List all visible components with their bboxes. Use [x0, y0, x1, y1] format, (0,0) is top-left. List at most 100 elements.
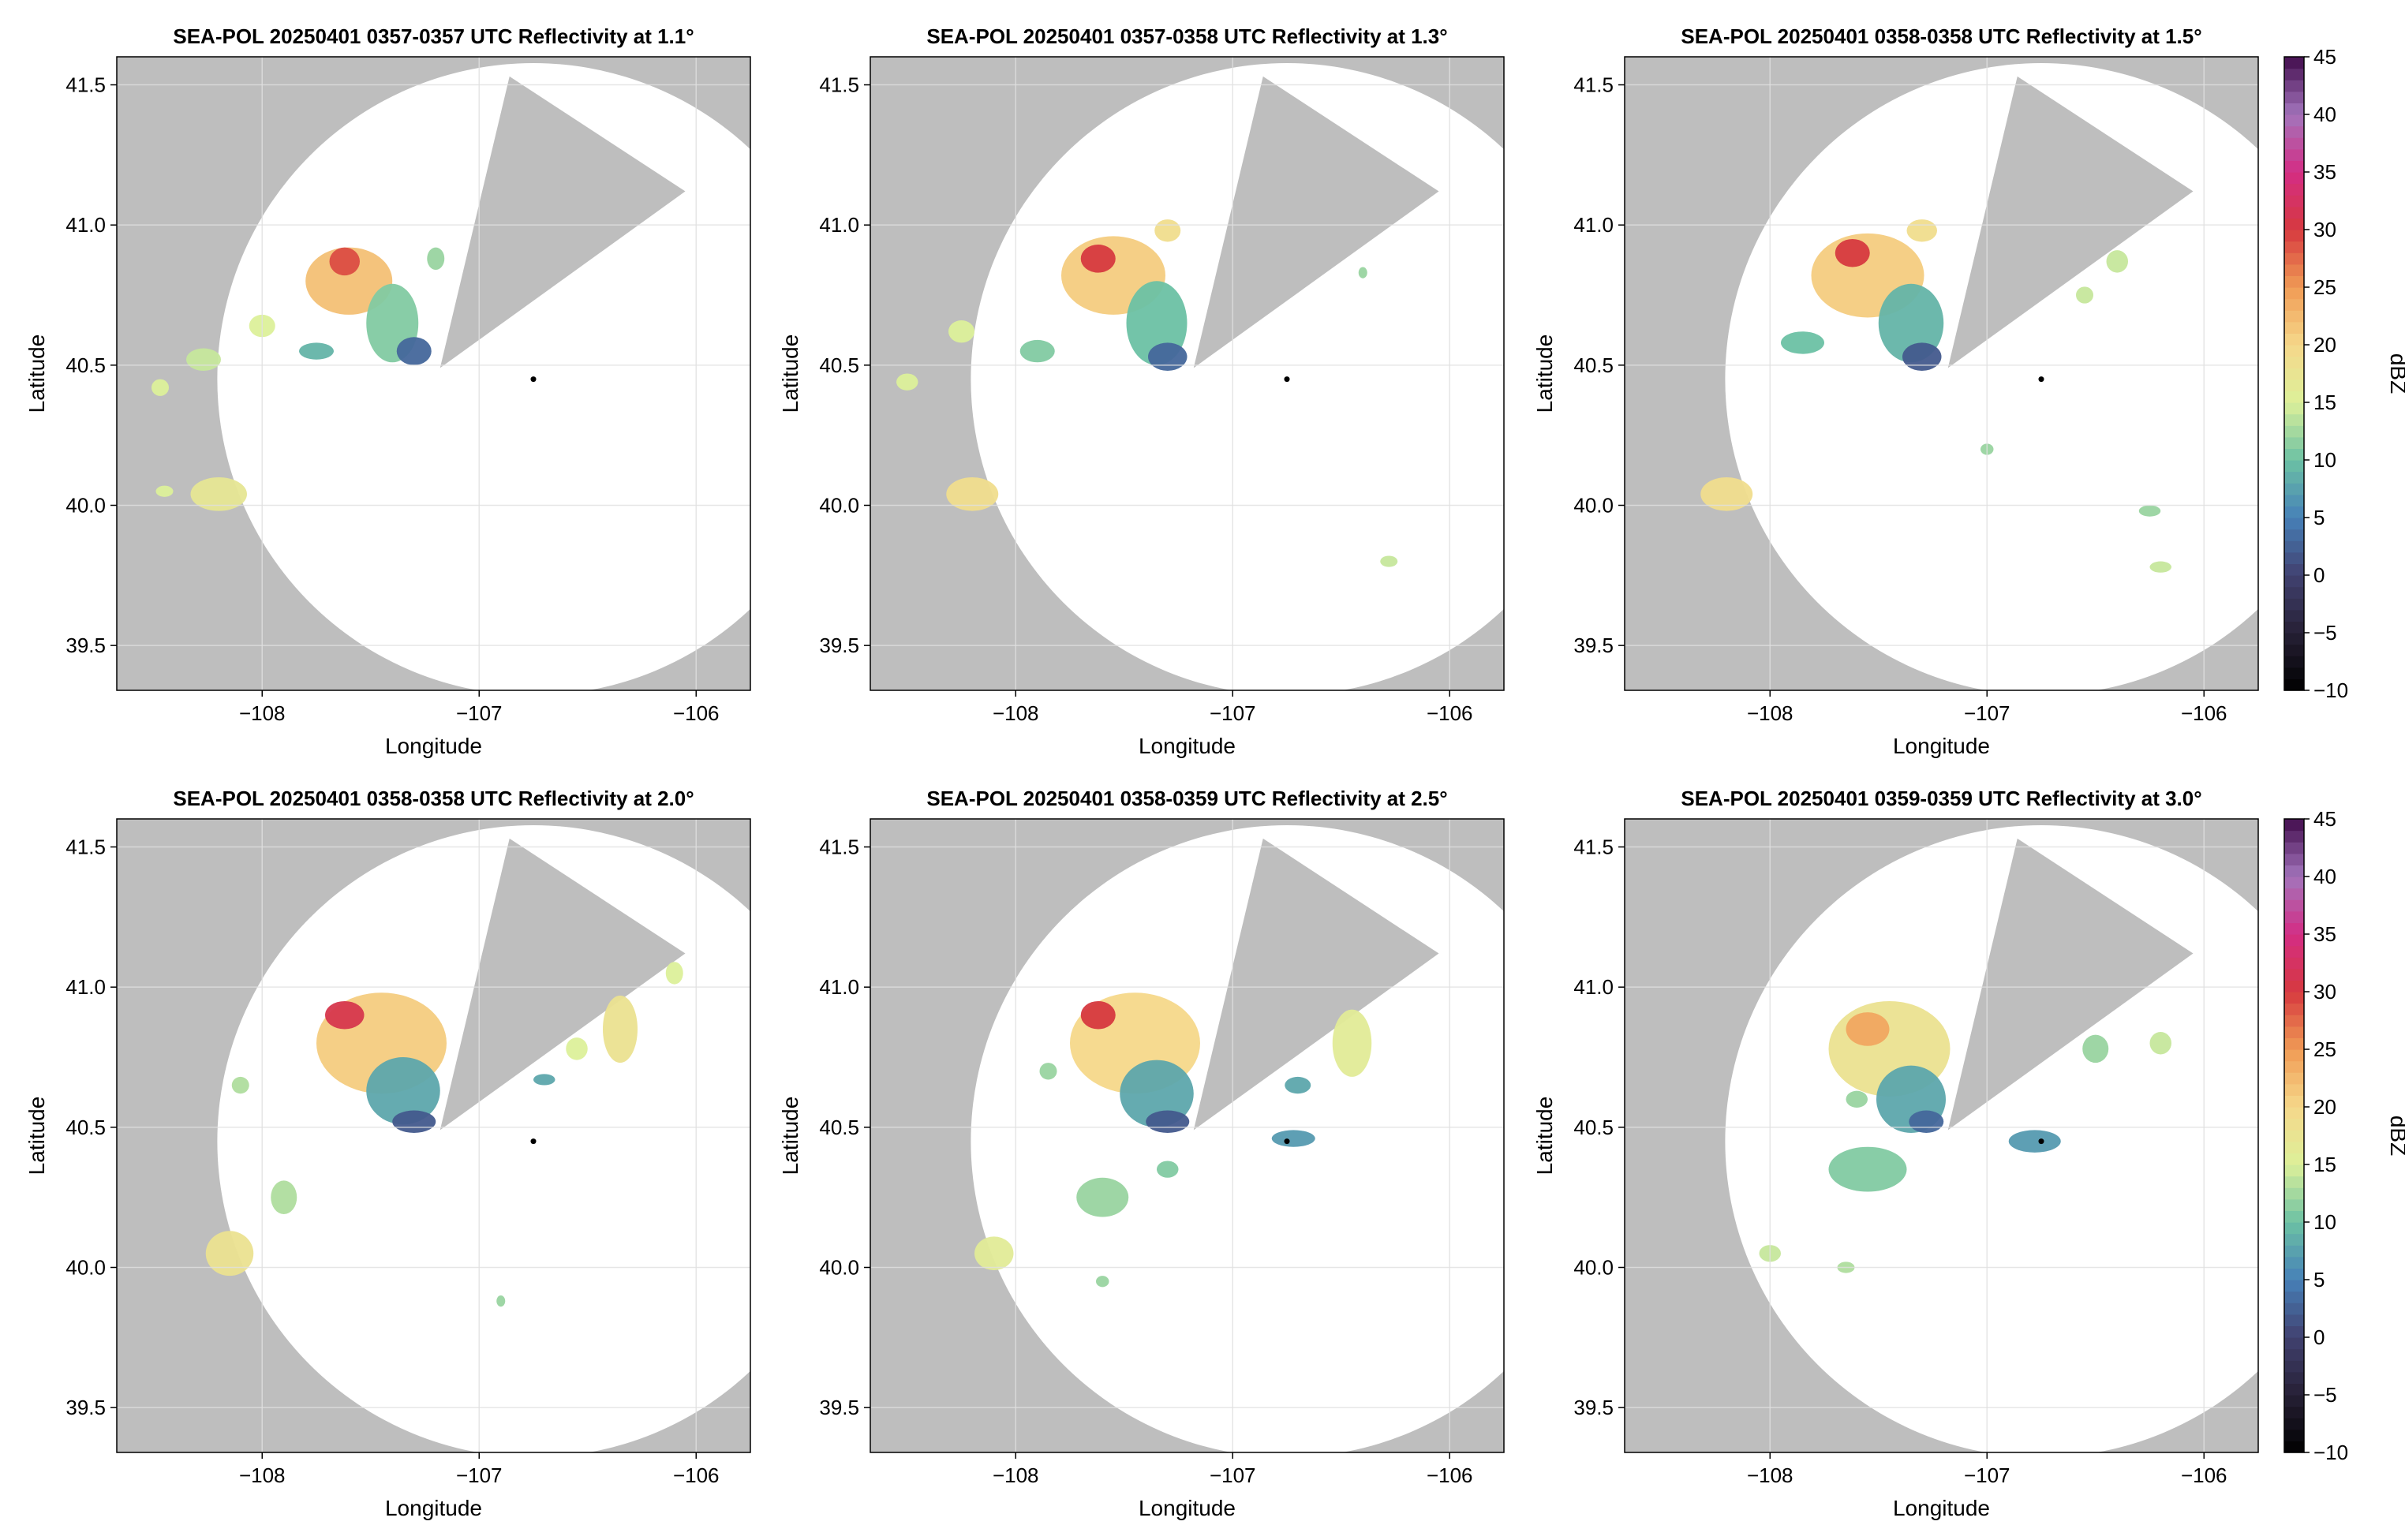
colorbar-segment	[2284, 160, 2304, 173]
colorbar-segment	[2284, 1325, 2304, 1338]
echo-cell	[974, 1236, 1014, 1271]
colorbar-tick-label: 20	[2313, 333, 2336, 357]
radar-site-marker	[2038, 1138, 2044, 1145]
colorbar-segment	[2284, 183, 2304, 196]
colorbar-tick-label: 40	[2313, 865, 2336, 888]
x-axis-label: Longitude	[385, 734, 482, 758]
x-axis-label: Longitude	[1139, 734, 1236, 758]
y-tick-label: 39.5	[819, 1396, 859, 1419]
colorbar-segment	[2284, 1130, 2304, 1142]
y-tick-label: 41.5	[1573, 835, 1614, 859]
colorbar-segment	[2284, 506, 2304, 518]
colorbar-segment	[2284, 1176, 2304, 1188]
echo-cell	[1878, 283, 1944, 363]
x-tick-label: −107	[1210, 701, 1256, 725]
y-axis-label: Latitude	[1532, 335, 1557, 413]
echo-cell	[392, 1110, 436, 1133]
panel-title: SEA-POL 20250401 0357-0358 UTC Reflectiv…	[926, 24, 1447, 48]
x-tick-label: −106	[1427, 1463, 1473, 1487]
colorbar-1: −10 −5 0 5 10 15 20 25 30 35 40 45 dBZ	[2283, 45, 2405, 702]
x-axis-label: Longitude	[1893, 1496, 1990, 1520]
colorbar-segment	[2284, 1291, 2304, 1303]
plot-frame	[116, 818, 751, 1453]
colorbar-segment	[2284, 563, 2304, 576]
panels: −108 −107 −106 39.5 40.0 40.5 41.0 41.5 SEA-POL …	[24, 24, 2259, 1520]
y-tick-label: 40.0	[1573, 493, 1614, 517]
colorbar-segment	[2284, 1395, 2304, 1407]
colorbar-segment	[2284, 1348, 2304, 1361]
y-tick-label: 41.5	[1573, 73, 1614, 97]
colorbar-segment	[2284, 333, 2304, 346]
colorbar-segment	[2284, 819, 2304, 832]
colorbar-segment	[2284, 1141, 2304, 1153]
colorbar-segment	[2284, 830, 2304, 843]
colorbar-segment	[2284, 1303, 2304, 1315]
plot-area	[117, 57, 750, 690]
y-axis-label: Latitude	[24, 1097, 49, 1176]
colorbar-segment	[2284, 1383, 2304, 1396]
plot-frame	[870, 818, 1505, 1453]
colorbar-segment	[2284, 540, 2304, 553]
colorbar-tick-label: −10	[2313, 678, 2348, 702]
colorbar-tick-label: 5	[2313, 506, 2325, 529]
echo-cell	[1906, 219, 1937, 242]
echo-cell	[305, 247, 393, 315]
echo-cell	[1700, 477, 1753, 511]
colorbar-segment	[2284, 1107, 2304, 1119]
echo-cell	[329, 247, 360, 276]
echo-cell	[1358, 267, 1367, 278]
echo-cell	[1076, 1177, 1129, 1217]
y-tick-label: 41.5	[819, 835, 859, 859]
echo-cell	[427, 247, 445, 271]
colorbar-tick-label: 15	[2313, 1153, 2336, 1176]
colorbar-segment	[2284, 586, 2304, 599]
colorbar-tick-label: 10	[2313, 1210, 2336, 1234]
colorbar-segment	[2284, 460, 2304, 473]
echo-cell	[1835, 238, 1870, 267]
x-tick-label: −107	[456, 1463, 503, 1487]
colorbar-tick-label: 0	[2313, 1325, 2325, 1349]
x-tick-label: −107	[456, 701, 503, 725]
echo-cell	[1380, 555, 1398, 567]
colorbar-segment	[2284, 1015, 2304, 1027]
echo-cell	[1902, 342, 1942, 371]
y-axis-label: Latitude	[778, 335, 802, 413]
colorbar-segment	[2284, 1072, 2304, 1085]
colorbar-segment	[2284, 1095, 2304, 1108]
echo-cell	[1080, 245, 1116, 273]
colorbar-segment	[2284, 1360, 2304, 1373]
x-axis-label: Longitude	[385, 1496, 482, 1520]
echo-cell	[2082, 1034, 2109, 1063]
colorbar-segment	[2284, 957, 2304, 970]
colorbar-segment	[2284, 1314, 2304, 1326]
echo-field	[896, 219, 1398, 567]
radar-panel-4: −108 −107 −106 39.5 40.0 40.5 41.0 41.5 SEA-POL …	[24, 787, 751, 1520]
colorbar-tick-label: −5	[2313, 621, 2337, 645]
x-axis-label: Longitude	[1893, 734, 1990, 758]
colorbar-segment	[2284, 1049, 2304, 1062]
y-tick-label: 41.0	[1573, 975, 1614, 999]
x-tick-label: −106	[673, 701, 720, 725]
x-tick-label: −108	[1747, 701, 1793, 725]
plot-frame	[870, 56, 1505, 691]
x-tick-label: −107	[1964, 1463, 2010, 1487]
x-tick-label: −108	[993, 1463, 1039, 1487]
blanked-sector	[1947, 838, 2194, 1131]
echo-cell	[2138, 505, 2161, 517]
colorbar-segment	[2284, 888, 2304, 900]
colorbar-segment	[2284, 264, 2304, 276]
colorbar-tick-label: 35	[2313, 160, 2336, 184]
echo-cell	[231, 1076, 249, 1094]
plot-area	[117, 819, 750, 1452]
colorbar-tick-label: 35	[2313, 922, 2336, 946]
colorbar-segment	[2284, 1371, 2304, 1384]
y-tick-label: 41.0	[1573, 213, 1614, 237]
colorbar-segment	[2284, 1280, 2304, 1292]
x-tick-label: −108	[1747, 1463, 1793, 1487]
colorbar-tick-label: 10	[2313, 448, 2336, 472]
radar-panel-5: −108 −107 −106 39.5 40.0 40.5 41.0 41.5 SEA-POL …	[778, 787, 1505, 1520]
colorbar-segment	[2284, 310, 2304, 323]
colorbar-segment	[2284, 1037, 2304, 1050]
colorbar-tick-label: 25	[2313, 1037, 2336, 1061]
x-tick-label: −108	[239, 701, 286, 725]
